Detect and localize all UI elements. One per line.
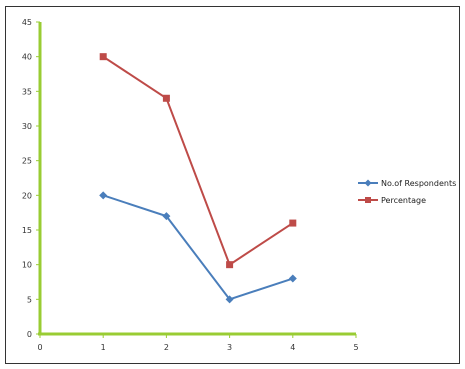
y-tick-label: 0	[27, 330, 32, 339]
legend: No.of Respondents Percentage	[358, 179, 456, 205]
legend-item: No.of Respondents	[358, 179, 456, 188]
series-0	[99, 191, 297, 304]
data-point	[289, 219, 297, 227]
y-tick-label: 45	[22, 18, 32, 27]
data-point	[99, 191, 108, 200]
data-point	[162, 94, 170, 102]
legend-label: No.of Respondents	[381, 179, 456, 188]
series-line	[102, 55, 294, 267]
data-point	[288, 274, 297, 283]
data-point	[162, 212, 171, 221]
x-tick-label: 2	[164, 343, 169, 352]
y-tick-label: 10	[22, 261, 32, 270]
y-tick-label: 40	[22, 53, 32, 62]
legend-item: Percentage	[358, 196, 426, 205]
series-1	[99, 53, 297, 269]
y-tick-label: 5	[27, 295, 32, 304]
x-tick-label: 4	[290, 343, 295, 352]
data-point	[99, 53, 107, 61]
x-tick-label: 0	[37, 343, 42, 352]
x-axis-ticks: 0 1 2 3 4 5	[37, 334, 359, 352]
x-tick-label: 1	[101, 343, 106, 352]
legend-label: Percentage	[381, 196, 426, 205]
y-axis-ticks: 0 5 10 15 20 25 30 35 40 45	[22, 18, 40, 339]
x-tick-label: 3	[227, 343, 232, 352]
data-point	[226, 261, 234, 269]
y-tick-label: 25	[22, 157, 32, 166]
data-point	[225, 295, 234, 304]
y-tick-label: 15	[22, 226, 32, 235]
chart-frame	[5, 6, 460, 364]
x-tick-label: 5	[353, 343, 358, 352]
y-tick-label: 30	[22, 122, 32, 131]
series-line	[102, 194, 294, 301]
series-layer	[99, 53, 297, 304]
y-tick-label: 20	[22, 191, 32, 200]
legend-marker	[365, 197, 371, 203]
y-tick-label: 35	[22, 87, 32, 96]
legend-marker	[364, 179, 372, 187]
